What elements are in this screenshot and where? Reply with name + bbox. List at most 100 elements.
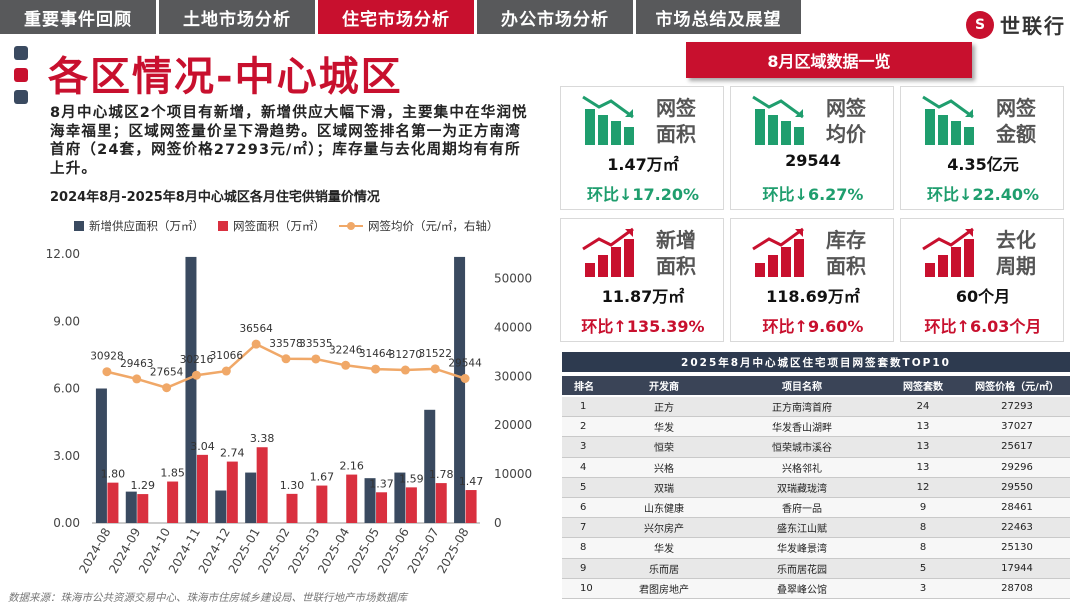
legend-signed-label: 网签面积（万㎡） [233, 219, 325, 233]
y-right-tick: 40000 [494, 320, 532, 334]
legend-price-label: 网签均价（元/㎡，右轴） [368, 219, 499, 233]
price-point [191, 370, 201, 380]
cell-price: 25617 [1001, 441, 1033, 453]
y-right-tick: 10000 [494, 467, 532, 481]
kpi-label-line2: 面积 [656, 122, 696, 146]
table-row: 4 兴格 兴格邻礼 13 29296 [562, 457, 1070, 478]
cell-rank: 3 [580, 441, 587, 453]
price-point [341, 360, 351, 370]
cell-price: 17944 [1001, 562, 1033, 574]
kpi-card: 网签 金额 4.35亿元 环比↓22.40% [900, 86, 1064, 210]
kpi-label-line2: 面积 [656, 254, 696, 278]
nav-tab-land[interactable]: 土地市场分析 [159, 0, 315, 34]
price-label: 31066 [210, 350, 244, 362]
price-point [430, 364, 440, 374]
title-decoration [14, 46, 28, 112]
cell-rank: 8 [580, 542, 587, 554]
bar-supply [245, 472, 257, 523]
cell-price: 29550 [1001, 481, 1033, 493]
cell-developer: 华发 [654, 544, 674, 556]
y-left-tick: 12.00 [46, 247, 80, 261]
cell-units: 13 [916, 441, 930, 453]
y-left-tick: 3.00 [53, 449, 80, 463]
cell-units: 8 [919, 542, 927, 554]
cell-price: 28708 [1001, 582, 1033, 594]
bar-supply [394, 472, 406, 523]
kpi-label-line2: 均价 [826, 122, 866, 146]
summary-text: 8月中心城区2个项目有新增，新增供应大幅下滑，主要集中在华润悦海幸福里；区域网签… [50, 105, 528, 177]
table-row: 10 君图房地产 叠翠峰公馆 3 28708 [562, 578, 1070, 599]
y-left-tick: 9.00 [53, 314, 80, 328]
cell-project: 华发香山湖畔 [772, 423, 832, 435]
cell-project: 华发峰景湾 [777, 544, 827, 556]
bar-supply [215, 490, 227, 523]
brand-logo-icon: S [966, 10, 994, 39]
kpi-label: 网签 金额 [987, 95, 1045, 147]
bar-supply [125, 491, 137, 523]
cell-project: 香府一品 [782, 504, 822, 516]
bar-supply [185, 256, 197, 523]
cell-price: 28461 [1001, 502, 1033, 514]
price-point [371, 364, 381, 374]
kpi-label: 库存 面积 [817, 227, 875, 279]
price-point [102, 367, 112, 377]
table-row: 5 双瑞 双瑞藏珑湾 12 29550 [562, 477, 1070, 498]
legend-price: 网签均价（元/㎡，右轴） [339, 218, 498, 234]
cell-project: 叠翠峰公馆 [777, 584, 827, 596]
bar-signed-label: 3.04 [190, 440, 215, 453]
price-label: 33578 [269, 338, 302, 350]
cell-developer: 正方 [654, 403, 674, 415]
table-row: 1 正方 正方南湾首府 24 27293 [562, 397, 1070, 418]
kpi-card: 库存 面积 118.69万㎡ 环比↑9.60% [730, 218, 894, 342]
bar-signed [256, 447, 268, 523]
nav-tab-office[interactable]: 办公市场分析 [477, 0, 633, 34]
kpi-change: 环比↓6.27% [762, 185, 864, 204]
th-project: 项目名称 [782, 382, 822, 393]
bar-signed-label: 2.16 [339, 460, 364, 473]
kpi-card: 去化 周期 60个月 环比↑6.03个月 [900, 218, 1064, 342]
bar-signed [226, 461, 238, 523]
cell-rank: 7 [580, 522, 587, 534]
bar-signed [167, 481, 179, 523]
th-developer: 开发商 [649, 382, 679, 393]
y-right-tick: 30000 [494, 369, 532, 383]
cell-developer: 华发 [654, 423, 674, 435]
price-label: 36564 [239, 323, 273, 335]
nav-tab-events[interactable]: 重要事件回顾 [0, 0, 156, 34]
bar-signed-label: 1.80 [101, 468, 126, 481]
bar-signed [286, 493, 298, 523]
cell-price: 29296 [1001, 461, 1033, 473]
kpi-card: 网签 面积 1.47万㎡ 环比↓17.20% [560, 86, 724, 210]
cell-developer: 双瑞 [654, 483, 674, 495]
price-point [221, 366, 231, 376]
nav-tab-residential[interactable]: 住宅市场分析 [318, 0, 474, 34]
chart-title: 2024年8月-2025年8月中心城区各月住宅供销量价情况 [50, 190, 380, 205]
price-label: 31464 [359, 348, 393, 360]
price-label: 29544 [448, 358, 482, 370]
bar-signed [346, 474, 358, 523]
kpi-label-line1: 去化 [996, 228, 1036, 252]
bar-signed-label: 1.47 [459, 475, 484, 488]
th-rank: 排名 [574, 382, 594, 393]
price-point [400, 365, 410, 375]
cell-rank: 4 [580, 461, 587, 473]
cell-rank: 5 [580, 481, 587, 493]
kpi-value: 60个月 [955, 287, 1011, 306]
bar-signed [107, 482, 119, 523]
price-point [132, 374, 142, 384]
nav-tab-summary[interactable]: 市场总结及展望 [636, 0, 801, 34]
kpi-label-line1: 库存 [826, 228, 866, 252]
cell-developer: 兴尔房产 [644, 524, 684, 536]
cell-units: 13 [916, 461, 930, 473]
th-units: 网签套数 [903, 382, 943, 393]
brand-name: 世联行 [1000, 14, 1066, 38]
price-point [311, 354, 321, 364]
kpi-change: 环比↑135.39% [581, 317, 705, 336]
cell-developer: 恒荣 [654, 443, 674, 455]
price-label: 30216 [180, 354, 214, 366]
cell-units: 8 [919, 522, 927, 534]
kpi-card: 网签 均价 29544 环比↓6.27% [730, 86, 894, 210]
declining-bars-icon [922, 95, 974, 145]
bar-supply [364, 478, 376, 523]
bar-signed-label: 1.37 [369, 477, 394, 490]
